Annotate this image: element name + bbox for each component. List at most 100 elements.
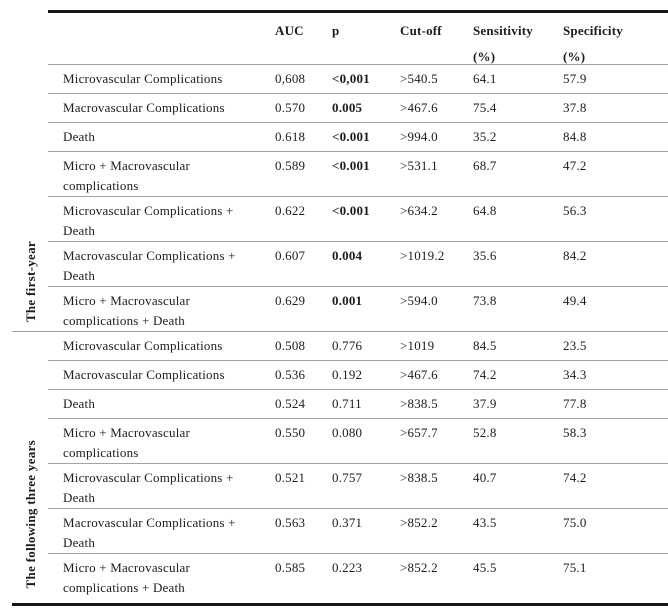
table-row: Micro + Macrovascular complications 0.55…	[48, 419, 668, 464]
cell-p-value: <0.001	[332, 158, 370, 173]
cell-auc: 0.563	[275, 515, 306, 530]
cell-sensitivity: 40.7	[473, 470, 497, 485]
cell-outcome-label: Micro + Macrovascular complications + De…	[63, 293, 191, 328]
cell-p-value: 0.371	[332, 515, 363, 530]
cell-cutoff: >1019.2	[400, 248, 445, 263]
header-specificity-label: Specificity	[563, 23, 623, 38]
table-row: Death 0.618 <0.001 >994.0 35.2 84.8	[48, 123, 668, 152]
cell-specificity: 37.8	[563, 100, 587, 115]
cell-auc: 0.524	[275, 396, 306, 411]
cell-outcome-label: Macrovascular Complications + Death	[63, 248, 236, 283]
cell-cutoff: >467.6	[400, 100, 438, 115]
cell-specificity: 56.3	[563, 203, 587, 218]
cell-p-value: 0.223	[332, 560, 363, 575]
cell-specificity: 34.3	[563, 367, 587, 382]
cell-sensitivity: 73.8	[473, 293, 497, 308]
cell-auc: 0.570	[275, 100, 306, 115]
cell-sensitivity: 64.8	[473, 203, 497, 218]
section-divider-rule	[12, 331, 668, 332]
cell-outcome-label: Microvascular Complications + Death	[63, 203, 234, 238]
cell-p-value: 0.080	[332, 425, 363, 440]
cell-auc: 0.607	[275, 248, 306, 263]
cell-p-value: 0.711	[332, 396, 362, 411]
cell-p-value: 0.192	[332, 367, 363, 382]
table-row: Microvascular Complications 0,608 <0,001…	[48, 65, 668, 94]
header-auc: AUC	[275, 23, 304, 38]
cell-cutoff: >540.5	[400, 71, 438, 86]
cell-auc: 0.536	[275, 367, 306, 382]
cell-sensitivity: 35.6	[473, 248, 497, 263]
header-outcome	[48, 13, 275, 64]
table-row: Microvascular Complications 0.508 0.776 …	[48, 332, 668, 361]
cell-sensitivity: 68.7	[473, 158, 497, 173]
roc-results-table: AUC p Cut-off Sensitivity (%) Specificity…	[48, 10, 668, 604]
cell-cutoff: >634.2	[400, 203, 438, 218]
cell-p-value: 0.776	[332, 338, 363, 353]
cell-specificity: 77.8	[563, 396, 587, 411]
cell-cutoff: >852.2	[400, 560, 438, 575]
cell-outcome-label: Death	[63, 129, 96, 144]
cell-cutoff: >838.5	[400, 470, 438, 485]
section-label-first-year: The first-year	[23, 240, 38, 322]
cell-outcome-label: Micro + Macrovascular complications + De…	[63, 560, 191, 595]
table-row: Microvascular Complications + Death 0.52…	[48, 464, 668, 509]
cell-sensitivity: 37.9	[473, 396, 497, 411]
header-sensitivity-label: Sensitivity	[473, 23, 533, 38]
cell-auc: 0.521	[275, 470, 306, 485]
cell-p-value: 0.005	[332, 100, 363, 115]
table-row: Microvascular Complications + Death 0.62…	[48, 197, 668, 242]
cell-specificity: 75.1	[563, 560, 587, 575]
cell-specificity: 74.2	[563, 470, 587, 485]
cell-outcome-label: Micro + Macrovascular complications	[63, 158, 191, 193]
cell-cutoff: >594.0	[400, 293, 438, 308]
cell-sensitivity: 52.8	[473, 425, 497, 440]
header-sensitivity: Sensitivity (%)	[473, 13, 563, 64]
cell-specificity: 58.3	[563, 425, 587, 440]
cell-specificity: 47.2	[563, 158, 587, 173]
header-specificity: Specificity (%)	[563, 13, 668, 64]
cell-cutoff: >994.0	[400, 129, 438, 144]
cell-p-value: <0.001	[332, 129, 370, 144]
cell-outcome-label: Microvascular Complications	[63, 338, 223, 353]
header-specificity-unit: (%)	[563, 49, 586, 64]
cell-cutoff: >852.2	[400, 515, 438, 530]
header-cutoff: Cut-off	[400, 23, 442, 38]
table-bottom-rule	[12, 603, 668, 606]
header-p: p	[332, 23, 340, 38]
table-header-row: AUC p Cut-off Sensitivity (%) Specificity…	[48, 13, 668, 65]
cell-sensitivity: 74.2	[473, 367, 497, 382]
cell-outcome-label: Microvascular Complications + Death	[63, 470, 234, 505]
header-sensitivity-unit: (%)	[473, 49, 496, 64]
cell-specificity: 84.8	[563, 129, 587, 144]
cell-p-value: 0.001	[332, 293, 363, 308]
table-row: Macrovascular Complications + Death 0.60…	[48, 242, 668, 287]
cell-p-value: <0.001	[332, 203, 370, 218]
cell-sensitivity: 45.5	[473, 560, 497, 575]
cell-auc: 0.622	[275, 203, 306, 218]
cell-cutoff: >531.1	[400, 158, 438, 173]
table-row: Micro + Macrovascular complications + De…	[48, 554, 668, 604]
cell-outcome-label: Micro + Macrovascular complications	[63, 425, 191, 460]
cell-specificity: 57.9	[563, 71, 587, 86]
cell-specificity: 84.2	[563, 248, 587, 263]
table-row: Micro + Macrovascular complications + De…	[48, 287, 668, 332]
section-label-following-three-years: The following three years	[23, 439, 38, 588]
table-row: Death 0.524 0.711 >838.5 37.9 77.8	[48, 390, 668, 419]
cell-p-value: 0.757	[332, 470, 363, 485]
table-row: Macrovascular Complications 0.536 0.192 …	[48, 361, 668, 390]
cell-cutoff: >657.7	[400, 425, 438, 440]
cell-cutoff: >1019	[400, 338, 435, 353]
cell-specificity: 75.0	[563, 515, 587, 530]
cell-outcome-label: Microvascular Complications	[63, 71, 223, 86]
table-row: Macrovascular Complications 0.570 0.005 …	[48, 94, 668, 123]
table-row: Macrovascular Complications + Death 0.56…	[48, 509, 668, 554]
cell-p-value: 0.004	[332, 248, 363, 263]
cell-outcome-label: Macrovascular Complications + Death	[63, 515, 236, 550]
cell-sensitivity: 84.5	[473, 338, 497, 353]
cell-sensitivity: 43.5	[473, 515, 497, 530]
cell-specificity: 23.5	[563, 338, 587, 353]
cell-sensitivity: 35.2	[473, 129, 497, 144]
cell-sensitivity: 75.4	[473, 100, 497, 115]
cell-auc: 0.629	[275, 293, 306, 308]
